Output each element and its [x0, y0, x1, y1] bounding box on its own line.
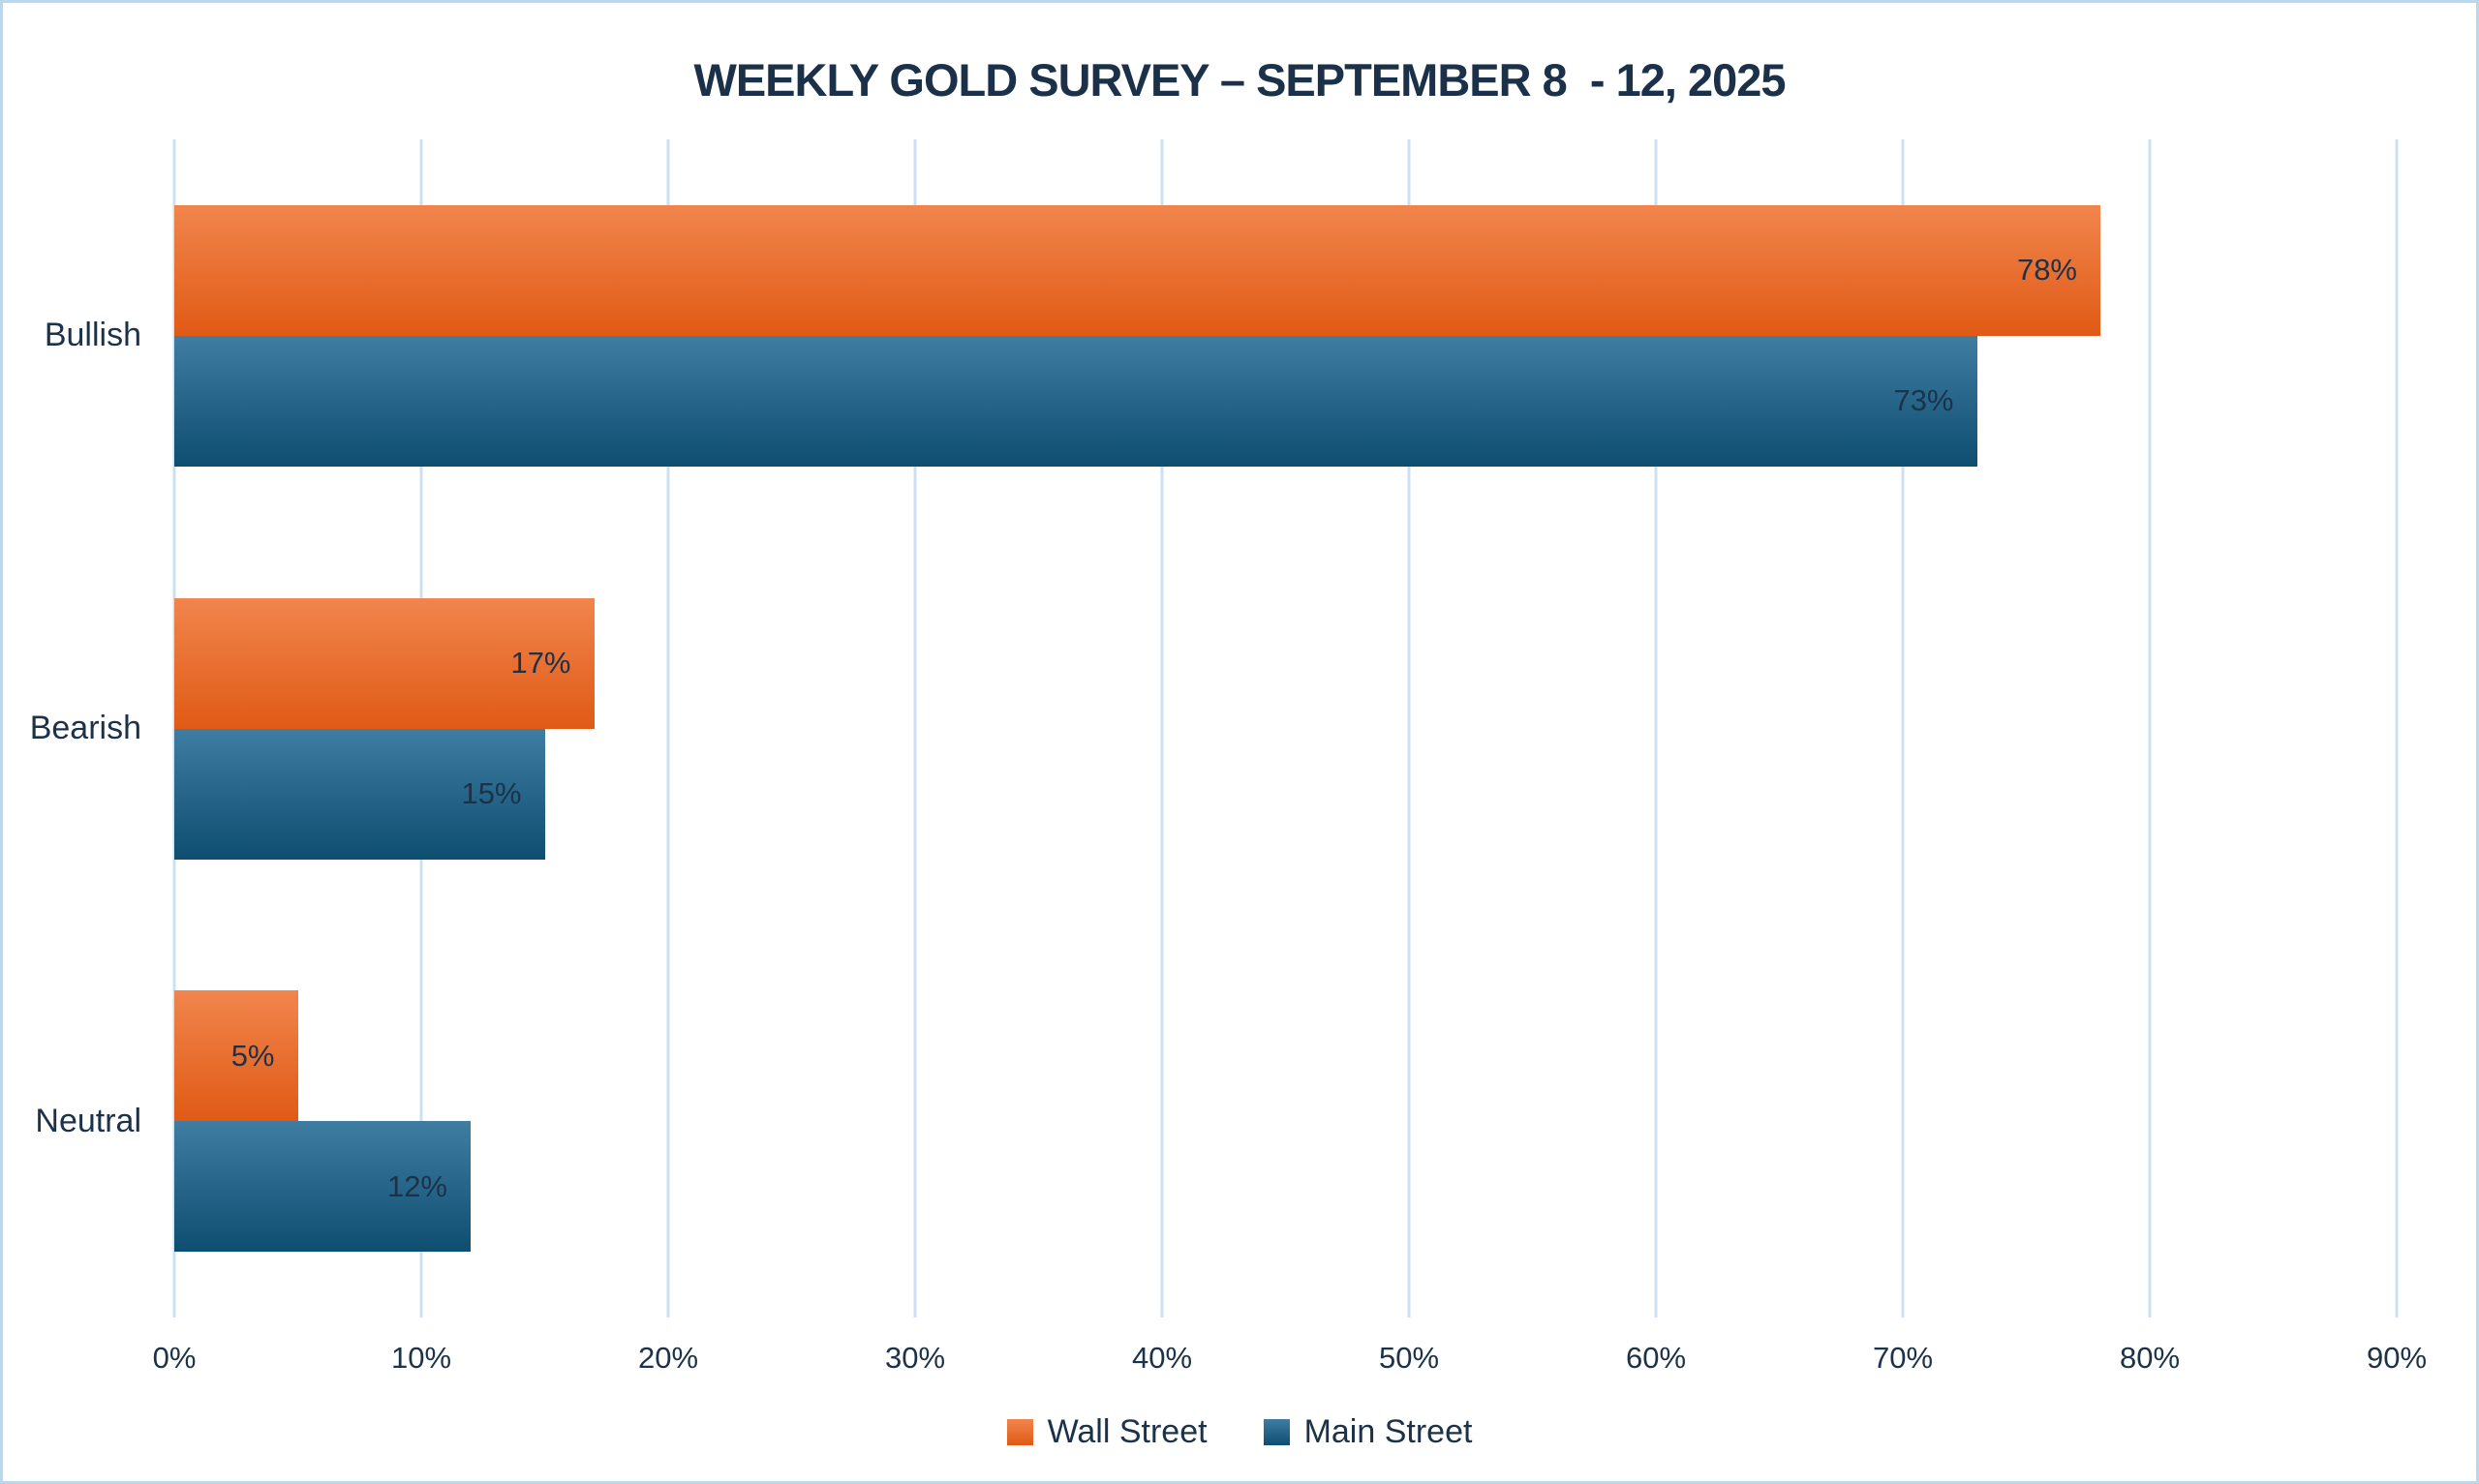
legend-label: Wall Street	[1047, 1412, 1208, 1450]
x-tick-label-0%: 0%	[152, 1341, 197, 1375]
x-tick-label-70%: 70%	[1872, 1341, 1934, 1375]
gridline-70%	[1901, 139, 1905, 1317]
bar-group-bearish: 17% 15%	[174, 532, 2397, 925]
data-label: 73%	[1893, 383, 1954, 418]
x-tick-label-40%: 40%	[1131, 1341, 1193, 1375]
category-label-neutral: Neutral	[35, 1102, 141, 1139]
bar-main-street-bearish: 15%	[174, 728, 545, 860]
x-tick-label-10%: 10%	[390, 1341, 452, 1375]
gridline-40%	[1160, 139, 1164, 1317]
gridline-50%	[1407, 139, 1411, 1317]
legend-label: Main Street	[1303, 1412, 1473, 1450]
bar-group-bullish: 78% 73%	[174, 139, 2397, 532]
chart-title: WEEKLY GOLD SURVEY – SEPTEMBER 8 - 12, 2…	[693, 54, 1786, 106]
x-tick-label-50%: 50%	[1378, 1341, 1440, 1375]
gridline-80%	[2148, 139, 2152, 1317]
legend-item-wall-street: Wall Street	[1006, 1412, 1208, 1451]
data-label: 12%	[386, 1168, 447, 1203]
legend-swatch-icon	[1263, 1418, 1290, 1445]
gridline-90%	[2395, 139, 2399, 1317]
bar-wall-street-bearish: 17%	[174, 597, 595, 729]
x-tick-label-90%: 90%	[2366, 1341, 2428, 1375]
data-label: 17%	[510, 646, 571, 680]
legend-item-main-street: Main Street	[1263, 1412, 1473, 1451]
data-label: 78%	[2016, 253, 2077, 288]
gridline-20%	[666, 139, 670, 1317]
data-label: 5%	[230, 1038, 275, 1073]
x-tick-label-20%: 20%	[637, 1341, 699, 1375]
x-tick-label-80%: 80%	[2119, 1341, 2181, 1375]
plot-area: 78% 73% 17% 15% 5% 12%	[172, 139, 2399, 1317]
bar-rows: 78% 73% 17% 15% 5% 12%	[174, 139, 2397, 1317]
gridline-30%	[913, 139, 917, 1317]
data-label: 15%	[461, 776, 522, 810]
bar-main-street-neutral: 12%	[174, 1121, 471, 1253]
x-tick-label-30%: 30%	[884, 1341, 946, 1375]
gridline-60%	[1654, 139, 1658, 1317]
category-axis: Bullish Bearish Neutral	[6, 139, 141, 1317]
legend: Wall Street Main Street	[3, 1407, 2476, 1457]
value-axis: 0% 10% 20% 30% 40% 50% 60% 70% 80% 90%	[153, 1341, 2427, 1379]
legend-swatch-icon	[1006, 1418, 1033, 1445]
category-label-bullish: Bullish	[44, 317, 141, 354]
bar-wall-street-neutral: 5%	[174, 990, 298, 1122]
category-label-bearish: Bearish	[29, 710, 141, 746]
bar-wall-street-bullish: 78%	[174, 204, 2100, 336]
x-tick-label-60%: 60%	[1625, 1341, 1687, 1375]
bar-group-neutral: 5% 12%	[174, 924, 2397, 1317]
bar-main-street-bullish: 73%	[174, 335, 1977, 467]
